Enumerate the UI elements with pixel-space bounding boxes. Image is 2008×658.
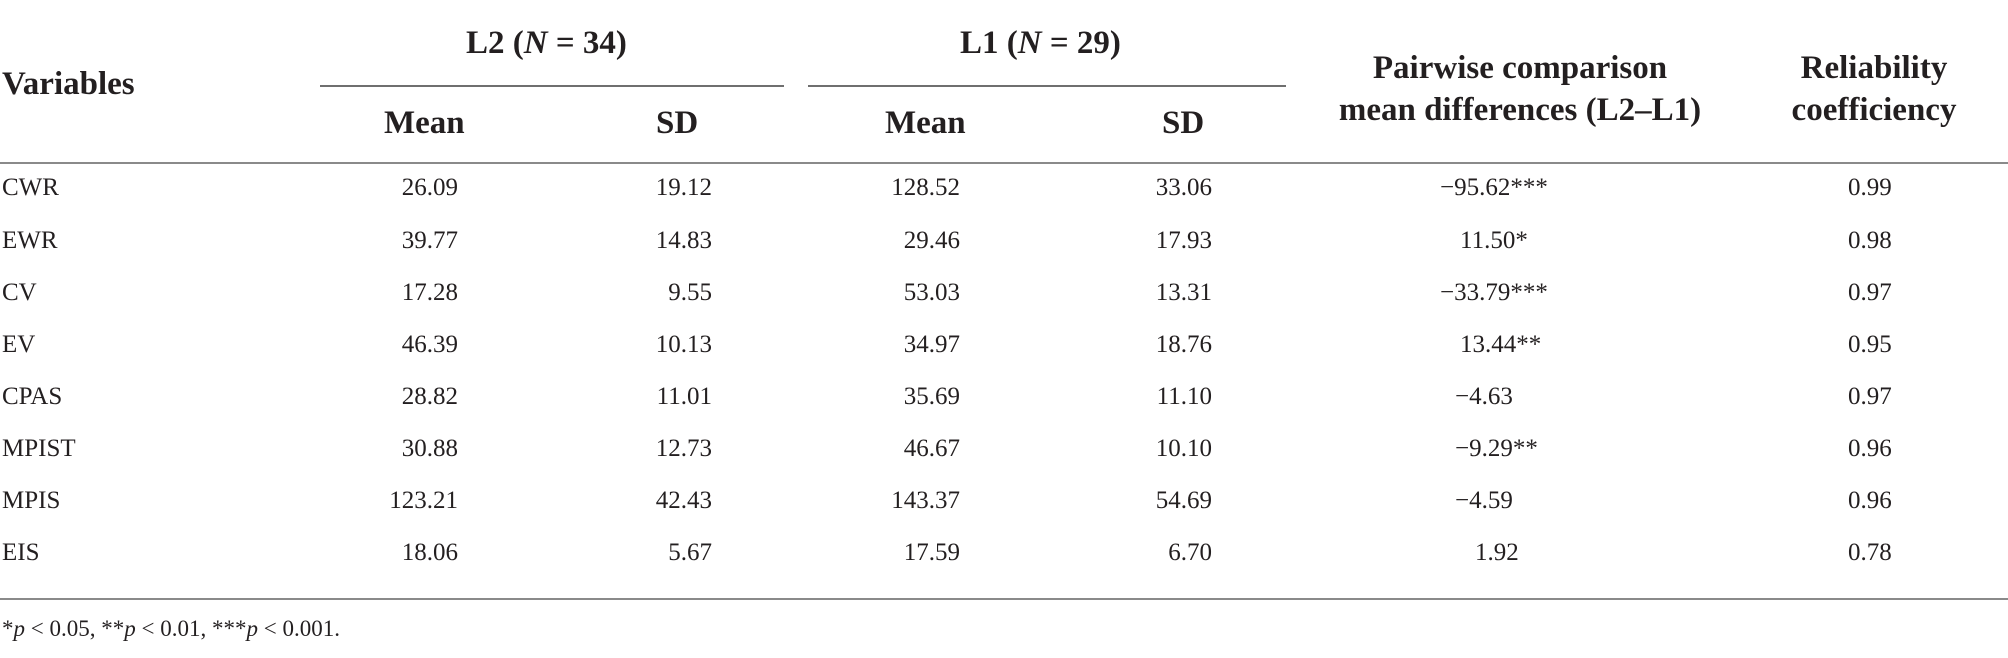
cell-mean-diff: −4.63 [1455, 383, 1513, 410]
cell-variable: MPIST [2, 435, 76, 462]
cell-l2-sd: 5.67 [668, 539, 712, 566]
cell-l1-sd: 13.31 [1155, 279, 1212, 306]
cell-mean-diff: −9.29** [1455, 435, 1538, 462]
cell-mean-diff: −33.79*** [1440, 279, 1548, 306]
table-row: CWR 26.09 19.12 128.52 33.06 −95.62*** 0… [0, 162, 2008, 214]
l1-prefix: L1 ( [960, 25, 1018, 61]
cell-l2-sd: 19.12 [655, 174, 712, 201]
cell-l1-sd: 6.70 [1168, 539, 1212, 566]
header-l1-sd: SD [1162, 105, 1205, 141]
cell-l1-mean: 34.97 [903, 331, 960, 358]
cell-l2-mean: 123.21 [389, 487, 458, 514]
footnote-sym2: ** [101, 616, 125, 641]
footnote-sym1: * [2, 616, 14, 641]
cell-l1-mean: 17.59 [903, 539, 960, 566]
cell-l2-sd: 42.43 [655, 487, 712, 514]
cell-l1-sd: 33.06 [1155, 174, 1212, 201]
cell-l2-mean: 17.28 [401, 279, 458, 306]
cell-variable: EWR [2, 227, 58, 254]
header-pairwise-line2: mean differences (L2–L1) [1338, 92, 1702, 128]
l2-n-symbol: N [523, 25, 548, 61]
cell-l1-mean: 29.46 [903, 227, 960, 254]
header-l2-sd: SD [656, 105, 699, 141]
table-row: EV 46.39 10.13 34.97 18.76 13.44** 0.95 [0, 319, 2008, 371]
cell-l2-mean: 18.06 [401, 539, 458, 566]
table-row: MPIST 30.88 12.73 46.67 10.10 −9.29** 0.… [0, 423, 2008, 475]
cell-l1-sd: 17.93 [1155, 227, 1212, 254]
cell-l2-sd: 11.01 [656, 383, 712, 410]
header-l1-group: L1 (N = 29) [960, 27, 1121, 60]
cell-reliability: 0.98 [1848, 227, 1892, 254]
cell-l2-mean: 26.09 [401, 174, 458, 201]
l2-prefix: L2 ( [466, 25, 524, 61]
cell-mean-diff: 1.92 [1475, 539, 1519, 566]
footnote-txt3: < 0.001. [257, 616, 340, 641]
header-bottom-rule [0, 162, 2008, 164]
header-variables: Variables [2, 66, 135, 102]
header-pairwise: Pairwise comparison mean differences (L2… [1310, 47, 1730, 131]
cell-l1-sd: 18.76 [1155, 331, 1212, 358]
cell-l2-mean: 39.77 [401, 227, 458, 254]
table-row: CPAS 28.82 11.01 35.69 11.10 −4.63 0.97 [0, 371, 2008, 423]
cell-l1-sd: 11.10 [1156, 383, 1212, 410]
l2-group-rule [320, 85, 784, 87]
table-row: EWR 39.77 14.83 29.46 17.93 11.50* 0.98 [0, 215, 2008, 267]
cell-reliability: 0.96 [1848, 487, 1892, 514]
cell-mean-diff: −95.62*** [1440, 174, 1548, 201]
cell-mean-diff: −4.59 [1455, 487, 1513, 514]
footnote-p3: p [246, 616, 258, 641]
cell-l2-mean: 28.82 [401, 383, 458, 410]
table-row: MPIS 123.21 42.43 143.37 54.69 −4.59 0.9… [0, 475, 2008, 527]
cell-reliability: 0.95 [1848, 331, 1892, 358]
l1-n-symbol: N [1017, 25, 1042, 61]
cell-l1-sd: 54.69 [1155, 487, 1212, 514]
header-reliability: Reliability coefficiency [1760, 47, 1988, 131]
footnote: *p < 0.05, **p < 0.01, ***p < 0.001. [2, 616, 340, 642]
cell-mean-diff: 11.50* [1460, 227, 1528, 254]
cell-l2-sd: 10.13 [655, 331, 712, 358]
cell-mean-diff: 13.44** [1460, 331, 1542, 358]
cell-l1-mean: 46.67 [903, 435, 960, 462]
l1-suffix: = 29) [1041, 25, 1121, 61]
cell-variable: EV [2, 331, 36, 358]
table-row: CV 17.28 9.55 53.03 13.31 −33.79*** 0.97 [0, 267, 2008, 319]
l2-suffix: = 34) [547, 25, 627, 61]
footnote-sym3: *** [211, 616, 247, 641]
footnote-txt2: < 0.01, [135, 616, 212, 641]
table-bottom-rule [0, 598, 2008, 600]
cell-variable: MPIS [2, 487, 61, 514]
cell-l1-sd: 10.10 [1155, 435, 1212, 462]
cell-l1-mean: 35.69 [903, 383, 960, 410]
cell-l2-mean: 46.39 [401, 331, 458, 358]
cell-reliability: 0.78 [1848, 539, 1892, 566]
cell-l1-mean: 53.03 [903, 279, 960, 306]
cell-reliability: 0.96 [1848, 435, 1892, 462]
cell-reliability: 0.97 [1848, 279, 1892, 306]
footnote-p2: p [124, 616, 136, 641]
header-pairwise-line1: Pairwise comparison [1372, 50, 1668, 86]
footnote-p1: p [13, 616, 26, 641]
cell-reliability: 0.97 [1848, 383, 1892, 410]
header-l2-group: L2 (N = 34) [466, 27, 627, 60]
cell-l1-mean: 128.52 [891, 174, 960, 201]
cell-l2-sd: 12.73 [655, 435, 712, 462]
cell-reliability: 0.99 [1848, 174, 1892, 201]
header-reliability-line1: Reliability [1800, 50, 1948, 86]
cell-variable: CPAS [2, 383, 63, 410]
cell-variable: EIS [2, 539, 40, 566]
cell-l1-mean: 143.37 [891, 487, 960, 514]
cell-l2-sd: 9.55 [668, 279, 712, 306]
header-l2-mean: Mean [384, 105, 465, 141]
footnote-txt1: < 0.05, [25, 616, 102, 641]
header-l1-mean: Mean [885, 105, 966, 141]
cell-variable: CV [2, 279, 37, 306]
cell-variable: CWR [2, 174, 59, 201]
header-reliability-line2: coefficiency [1791, 92, 1957, 128]
table-row: EIS 18.06 5.67 17.59 6.70 1.92 0.78 [0, 527, 2008, 579]
cell-l2-mean: 30.88 [401, 435, 458, 462]
cell-l2-sd: 14.83 [655, 227, 712, 254]
l1-group-rule [808, 85, 1286, 87]
